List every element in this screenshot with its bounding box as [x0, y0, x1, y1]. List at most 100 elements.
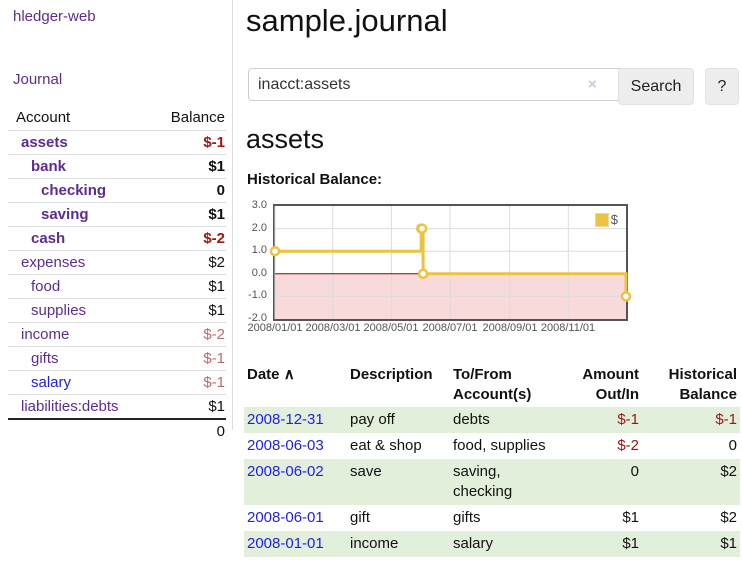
- transaction-accounts: gifts: [453, 509, 481, 526]
- column-header-amount: Amount Out/In: [582, 366, 639, 403]
- account-link-assets[interactable]: assets: [21, 134, 68, 151]
- account-balance: 0: [146, 178, 226, 203]
- account-row: bank $1: [8, 154, 226, 179]
- transaction-balance: 0: [728, 437, 737, 454]
- x-axis-tick-label: 2008/03/01: [305, 322, 361, 334]
- column-header-balance: Historical Balance: [668, 366, 737, 403]
- column-header-description: Description: [350, 366, 433, 383]
- column-header-tofrom: To/From Account(s): [453, 366, 532, 403]
- transaction-amount: $-2: [617, 437, 639, 454]
- account-link-expenses[interactable]: expenses: [21, 254, 86, 271]
- transaction-description: income: [350, 535, 399, 552]
- balance-chart: $: [269, 204, 632, 321]
- account-link-bank[interactable]: bank: [31, 158, 67, 175]
- search-button[interactable]: Search: [618, 68, 694, 105]
- sidebar-item-journal[interactable]: Journal: [13, 71, 63, 88]
- transaction-balance: $2: [720, 509, 737, 526]
- y-axis-tick-label: 0.0: [251, 267, 267, 279]
- legend-swatch-icon: [594, 212, 609, 227]
- account-balance: $1: [146, 298, 226, 323]
- account-link-food[interactable]: food: [31, 278, 61, 295]
- account-table-header: Account Balance: [8, 106, 226, 131]
- account-link-salary[interactable]: salary: [31, 374, 72, 391]
- account-row: income $-2: [8, 322, 226, 347]
- transaction-accounts: food, supplies: [453, 437, 546, 454]
- clear-search-icon[interactable]: ×: [588, 76, 597, 93]
- x-axis-tick-label: 2008/07/01: [422, 322, 478, 334]
- accounts-total-row: 0: [8, 418, 226, 443]
- account-balance: $1: [146, 154, 226, 179]
- account-row: expenses $2: [8, 250, 226, 275]
- account-row: saving $1: [8, 202, 226, 227]
- account-balance-table: Account Balance assets $-1 bank $1 check…: [8, 106, 226, 443]
- chart-legend: $: [592, 211, 620, 228]
- x-axis-tick-label: 2008/05/01: [363, 322, 419, 334]
- transaction-amount: $1: [622, 535, 639, 552]
- account-balance: $2: [146, 250, 226, 275]
- account-link-gifts[interactable]: gifts: [31, 350, 59, 367]
- column-header-date[interactable]: Date ∧: [247, 366, 295, 383]
- account-link-cash[interactable]: cash: [31, 230, 66, 247]
- account-row: liabilities:debts $1: [8, 394, 226, 419]
- chart-canvas: [269, 206, 632, 319]
- search-input[interactable]: [248, 68, 635, 101]
- y-axis-tick-label: 3.0: [251, 199, 267, 211]
- account-row: food $1: [8, 274, 226, 299]
- transaction-balance: $2: [720, 463, 737, 480]
- brand-link[interactable]: hledger-web: [13, 8, 96, 25]
- balance-column-header: Balance: [146, 106, 226, 131]
- transaction-accounts: saving, checking: [453, 463, 513, 500]
- account-row: assets $-1: [8, 130, 226, 155]
- account-row: gifts $-1: [8, 346, 226, 371]
- transaction-description: pay off: [350, 411, 395, 428]
- legend-label: $: [610, 212, 618, 227]
- register-header-row: Date ∧ Description To/From Account(s) Am…: [244, 363, 740, 407]
- account-link-checking[interactable]: checking: [41, 182, 107, 199]
- transaction-balance: $1: [720, 535, 737, 552]
- transaction-description: gift: [350, 509, 371, 526]
- account-link-liabilities-debts[interactable]: liabilities:debts: [21, 398, 119, 415]
- sort-ascending-icon: ∧: [283, 366, 295, 383]
- account-balance: $-1: [146, 346, 226, 371]
- accounts-total-balance: 0: [146, 418, 226, 443]
- sidebar: hledger-web Journal Account Balance asse…: [0, 0, 233, 443]
- transaction-accounts: salary: [453, 535, 494, 552]
- account-balance: $1: [146, 274, 226, 299]
- account-row: cash $-2: [8, 226, 226, 251]
- transaction-amount: $1: [622, 509, 639, 526]
- register-row: 2008-06-02 save saving, checking 0 $2: [244, 459, 740, 505]
- x-axis-tick-label: 2008/01/01: [247, 322, 303, 334]
- account-column-header: Account: [8, 106, 147, 131]
- transaction-amount: $-1: [617, 411, 639, 428]
- register-row: 2008-06-01 gift gifts $1 $2: [244, 505, 740, 531]
- x-axis-tick-label: 2008/09/01: [482, 322, 538, 334]
- y-axis-tick-label: -1.0: [248, 289, 267, 301]
- transaction-date-link[interactable]: 2008-06-03: [247, 437, 324, 454]
- transaction-description: eat & shop: [350, 437, 422, 454]
- account-row: supplies $1: [8, 298, 226, 323]
- transaction-description: save: [350, 463, 382, 480]
- account-link-income[interactable]: income: [21, 326, 70, 343]
- x-axis-tick-label: 2008/11/01: [540, 322, 596, 334]
- account-balance: $-2: [146, 322, 226, 347]
- help-button[interactable]: ?: [705, 68, 739, 105]
- transaction-balance: $-1: [715, 411, 737, 428]
- transaction-date-link[interactable]: 2008-06-01: [247, 509, 324, 526]
- account-page-heading: assets: [246, 124, 325, 154]
- account-row: checking 0: [8, 178, 226, 203]
- transaction-date-link[interactable]: 2008-12-31: [247, 411, 324, 428]
- register-table: Date ∧ Description To/From Account(s) Am…: [244, 363, 740, 557]
- transaction-date-link[interactable]: 2008-06-02: [247, 463, 324, 480]
- transaction-amount: 0: [630, 463, 639, 480]
- transaction-date-link[interactable]: 2008-01-01: [247, 535, 324, 552]
- account-link-saving[interactable]: saving: [41, 206, 89, 223]
- chart-title: Historical Balance:: [247, 171, 383, 188]
- y-axis-tick-label: -2.0: [248, 312, 267, 324]
- account-link-supplies[interactable]: supplies: [31, 302, 87, 319]
- account-balance: $-1: [146, 370, 226, 395]
- register-row: 2008-06-03 eat & shop food, supplies $-2…: [244, 433, 740, 459]
- account-balance: $1: [146, 394, 226, 419]
- register-row: 2008-01-01 income salary $1 $1: [244, 531, 740, 557]
- account-row: salary $-1: [8, 370, 226, 395]
